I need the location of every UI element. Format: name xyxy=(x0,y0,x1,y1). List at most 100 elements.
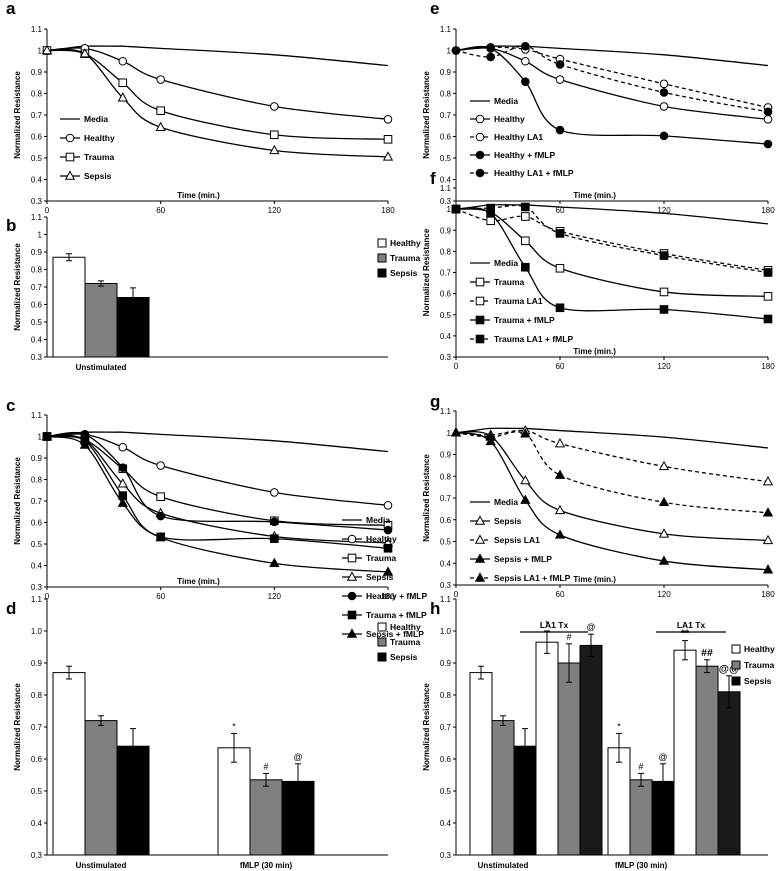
legend: Healthy Trauma Sepsis xyxy=(377,622,421,662)
panel-label: e xyxy=(430,0,439,18)
data-point-circle xyxy=(659,131,669,141)
x-axis-label: Time (min.) xyxy=(573,575,616,584)
bar xyxy=(491,720,515,856)
y-tick-label: 0.9 xyxy=(31,68,43,77)
legend-item-healthy: Healthy xyxy=(731,644,775,654)
y-tick-label: 0.3 xyxy=(440,581,452,590)
legend-item-sepsis-la1-fmlp: Sepsis LA1 + fMLP xyxy=(470,572,571,583)
x-tick-label: 180 xyxy=(761,590,775,599)
data-point-square xyxy=(347,610,357,620)
y-tick-label: 0.3 xyxy=(440,851,452,860)
data-point-triangle xyxy=(520,474,531,485)
treatment-bracket-label: LA1 Tx xyxy=(540,620,569,630)
y-tick-label: 0.8 xyxy=(31,266,43,275)
bar xyxy=(579,644,603,856)
legend-item-trauma: Trauma xyxy=(60,152,115,162)
legend-item-sepsis: Sepsis xyxy=(377,652,418,662)
data-point-circle xyxy=(270,488,279,497)
y-tick-label: 0.8 xyxy=(440,90,452,99)
legend-item-trauma: Trauma xyxy=(377,637,421,647)
data-point-circle xyxy=(475,114,485,124)
panel-label: g xyxy=(430,392,440,411)
data-point-triangle xyxy=(554,437,566,448)
legend-label: Sepsis xyxy=(84,171,112,181)
y-tick-label: 0.7 xyxy=(31,283,43,292)
y-axis-label: Normalized Resistance xyxy=(13,683,22,771)
y-tick-label: 1.0 xyxy=(440,627,452,636)
series-line xyxy=(455,47,769,120)
y-tick-label: 0.7 xyxy=(31,723,43,732)
y-tick-label: 0.4 xyxy=(31,562,43,571)
legend-item-media: Media xyxy=(342,515,390,525)
bar xyxy=(84,720,118,856)
data-point-circle xyxy=(555,60,565,69)
bar xyxy=(557,662,581,856)
series-healthy xyxy=(42,430,393,510)
panel-label: h xyxy=(430,599,440,618)
series-media xyxy=(455,427,769,449)
data-point-square xyxy=(763,314,773,324)
legend-label: Healthy xyxy=(494,114,525,124)
y-tick-label: 0.6 xyxy=(440,290,452,299)
bar-group-fmlp-30-min: * # @ fMLP (30 min) xyxy=(217,721,315,870)
data-point-square xyxy=(475,315,485,325)
legend-item-sepsis-fmlp: Sepsis + fMLP xyxy=(342,628,424,639)
y-tick-label: 0.8 xyxy=(31,476,43,485)
data-point-circle xyxy=(475,132,485,142)
legend-item-healthy-la1: Healthy LA1 xyxy=(470,132,543,142)
legend-item-healthy: Healthy xyxy=(470,114,525,124)
data-point-square xyxy=(475,296,485,306)
series-line xyxy=(455,431,769,514)
data-point-circle xyxy=(486,52,495,62)
legend-label: Trauma xyxy=(494,277,525,287)
data-point-circle xyxy=(65,133,75,143)
y-tick-label: 0.8 xyxy=(440,247,452,256)
data-point-square xyxy=(521,262,530,272)
legend-item-trauma-la1: Trauma LA1 xyxy=(470,296,543,306)
data-point-triangle xyxy=(346,571,358,581)
data-point-square xyxy=(521,236,530,246)
y-tick-label: 0.9 xyxy=(440,226,452,235)
bar xyxy=(217,747,251,856)
data-point-circle xyxy=(347,591,357,601)
legend-item-sepsis-la1: Sepsis LA1 xyxy=(470,534,540,545)
legend-label: Trauma + fMLP xyxy=(366,610,427,620)
legend-label: Healthy LA1 + fMLP xyxy=(494,168,574,178)
panel-label: a xyxy=(6,0,16,18)
legend-label: Sepsis LA1 + fMLP xyxy=(494,573,571,583)
y-axis-label: Normalized Resistance xyxy=(422,228,431,316)
x-tick-label: 180 xyxy=(381,206,395,215)
legend-swatch xyxy=(731,676,741,686)
x-category-label: Unstimulated xyxy=(76,861,127,870)
data-point-square xyxy=(383,544,393,553)
bar xyxy=(52,672,86,856)
series-line xyxy=(46,433,389,506)
data-point-triangle xyxy=(474,553,486,563)
legend-label: Media xyxy=(366,515,390,525)
data-point-circle xyxy=(659,102,669,111)
x-tick-label: 60 xyxy=(556,206,565,215)
legend-label: Sepsis xyxy=(744,676,772,686)
legend-swatch xyxy=(377,238,387,248)
legend-label: Trauma xyxy=(390,253,421,263)
legend-label: Trauma xyxy=(84,152,115,162)
legend-label: Healthy xyxy=(744,644,775,654)
legend-label: Healthy xyxy=(390,622,421,632)
data-point-circle xyxy=(347,534,357,544)
legend-swatch xyxy=(377,637,387,647)
y-tick-label: 1.1 xyxy=(440,407,452,416)
y-axis-label: Normalized Resistance xyxy=(13,243,22,331)
y-tick-label: 1.1 xyxy=(31,411,43,420)
y-tick-label: 0.3 xyxy=(440,197,452,206)
legend-item-media: Media xyxy=(60,114,108,124)
data-point-square xyxy=(475,277,485,287)
x-tick-label: 60 xyxy=(556,590,565,599)
y-tick-label: 1.1 xyxy=(31,213,43,222)
data-point-triangle xyxy=(41,430,53,441)
y-tick-label: 0.8 xyxy=(31,691,43,700)
x-tick-label: 60 xyxy=(156,206,165,215)
x-category-label: fMLP (30 min) xyxy=(240,861,293,870)
x-tick-label: 120 xyxy=(657,362,671,371)
legend-item-healthy-fmlp: Healthy + fMLP xyxy=(470,150,555,160)
